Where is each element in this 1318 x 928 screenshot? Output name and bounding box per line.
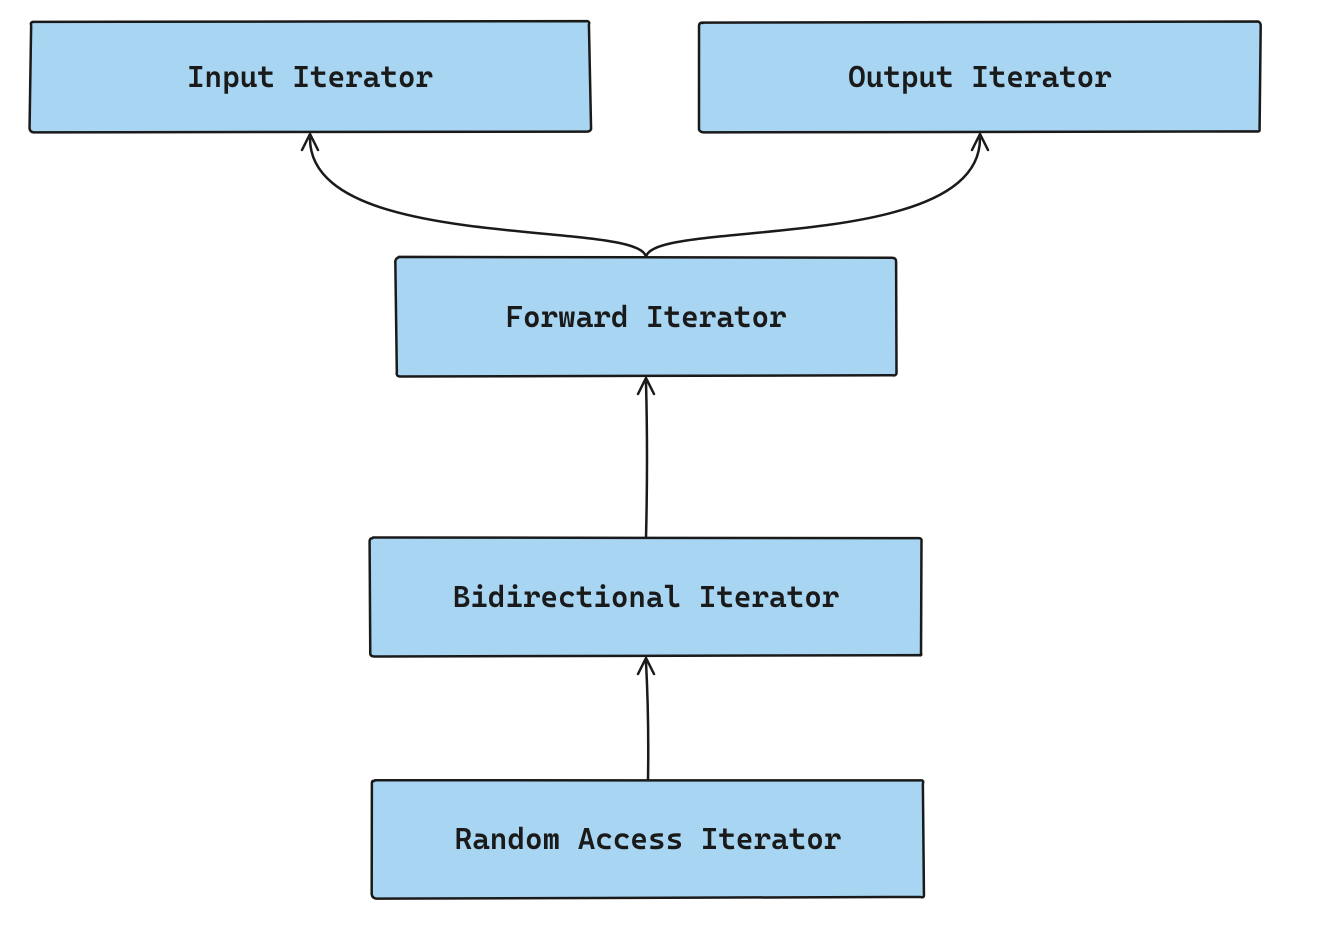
node-forward-label: Forward Iterator [505, 300, 787, 335]
node-bidirectional-label: Bidirectional Iterator [453, 580, 840, 615]
node-forward: Forward Iterator [395, 257, 896, 377]
edge-bidirectional-to-forward [638, 378, 654, 538]
iterator-hierarchy-diagram: Input Iterator Output Iterator Forward Ite… [0, 0, 1318, 928]
edges-group [302, 134, 988, 780]
node-input: Input Iterator [30, 21, 592, 132]
node-input-label: Input Iterator [187, 60, 434, 95]
nodes-group: Input Iterator Output Iterator Forward Ite… [30, 21, 1261, 898]
node-output-label: Output Iterator [848, 60, 1112, 95]
edge-random-to-bidirectional [638, 658, 654, 780]
node-output: Output Iterator [699, 21, 1261, 132]
edge-forward-to-output [646, 134, 988, 258]
node-random-label: Random Access Iterator [455, 822, 842, 857]
node-bidirectional: Bidirectional Iterator [370, 538, 922, 657]
node-random: Random Access Iterator [372, 780, 924, 898]
edge-forward-to-input [302, 134, 646, 258]
